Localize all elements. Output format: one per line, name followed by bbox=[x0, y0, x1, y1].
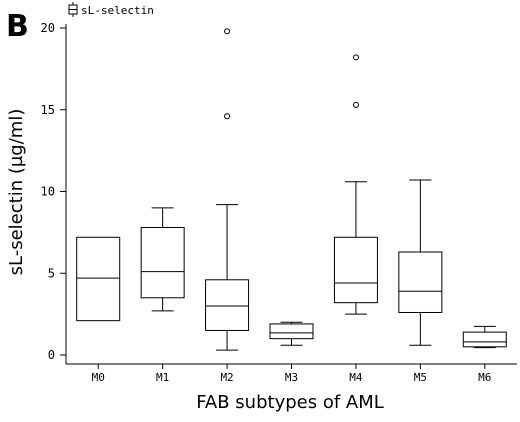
x-tick-label: M0 bbox=[92, 371, 105, 384]
panel-label: B bbox=[6, 9, 29, 44]
box-M5 bbox=[398, 179, 443, 346]
iqr-box bbox=[269, 323, 314, 340]
y-tick-label: 0 bbox=[48, 348, 55, 362]
y-tick-label: 5 bbox=[48, 266, 55, 280]
outlier-point bbox=[352, 54, 359, 61]
x-tick-label: M1 bbox=[156, 371, 169, 384]
outlier-point bbox=[224, 28, 231, 35]
y-tick-label: 10 bbox=[41, 185, 55, 199]
iqr-box bbox=[205, 279, 250, 331]
y-axis-title: sL-selectin (µg/ml) bbox=[6, 109, 27, 276]
box-M1 bbox=[140, 207, 185, 312]
iqr-box bbox=[462, 331, 507, 348]
iqr-box bbox=[140, 226, 185, 299]
plot-frame bbox=[65, 24, 517, 365]
outlier-point bbox=[224, 113, 231, 120]
iqr-box bbox=[333, 236, 378, 304]
x-axis-ticks: M0 M1 M2 M3 M4 M5 M6 bbox=[92, 364, 491, 384]
box-M4 bbox=[333, 54, 378, 315]
x-tick-label: M5 bbox=[414, 371, 427, 384]
boxes-layer bbox=[76, 28, 507, 351]
legend-label: sL-selectin bbox=[81, 4, 154, 17]
y-tick-label: 20 bbox=[41, 21, 55, 35]
iqr-box bbox=[398, 251, 443, 313]
y-axis-ticks: 0 5 10 15 20 bbox=[41, 21, 66, 362]
box-M0 bbox=[76, 236, 121, 322]
box-M3 bbox=[269, 321, 314, 346]
y-tick-label: 15 bbox=[41, 103, 55, 117]
x-tick-label: M3 bbox=[285, 371, 298, 384]
box-M2 bbox=[205, 28, 250, 351]
x-tick-label: M6 bbox=[478, 371, 491, 384]
outlier-point bbox=[352, 101, 359, 108]
x-tick-label: M2 bbox=[220, 371, 233, 384]
x-tick-label: M4 bbox=[349, 371, 363, 384]
legend: sL-selectin bbox=[68, 2, 154, 17]
legend-box-icon bbox=[68, 2, 78, 17]
x-axis-title: FAB subtypes of AML bbox=[196, 392, 384, 413]
box-M6 bbox=[462, 325, 507, 349]
iqr-box bbox=[76, 236, 121, 322]
